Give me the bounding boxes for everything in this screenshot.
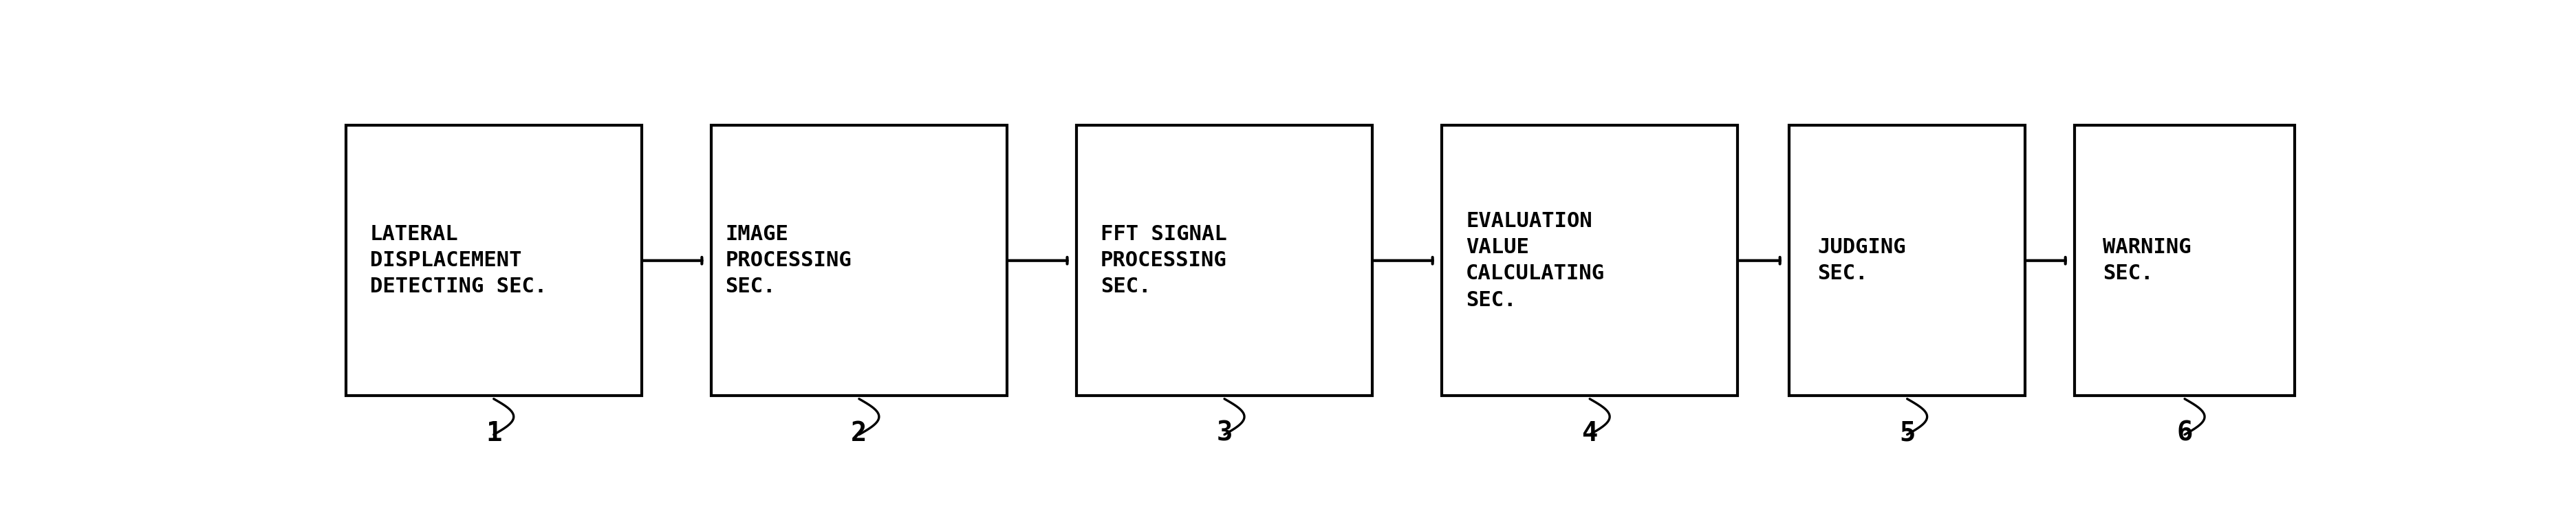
Bar [2074, 125, 2295, 396]
Text: LATERAL
DISPLACEMENT
DETECTING SEC.: LATERAL DISPLACEMENT DETECTING SEC. [371, 224, 546, 297]
Text: 6: 6 [2177, 421, 2192, 446]
Text: 1: 1 [487, 421, 502, 446]
Bar [1077, 125, 1373, 396]
Text: 2: 2 [850, 421, 868, 446]
Bar [1790, 125, 2025, 396]
Bar [711, 125, 1007, 396]
Text: 4: 4 [1582, 421, 1597, 446]
Text: 3: 3 [1216, 421, 1231, 446]
Bar [1443, 125, 1736, 396]
Bar [345, 125, 641, 396]
Text: EVALUATION
VALUE
CALCULATING
SEC.: EVALUATION VALUE CALCULATING SEC. [1466, 211, 1605, 310]
Text: IMAGE
PROCESSING
SEC.: IMAGE PROCESSING SEC. [726, 224, 853, 297]
Text: 5: 5 [1899, 421, 1914, 446]
Text: WARNING
SEC.: WARNING SEC. [2102, 237, 2192, 284]
Text: JUDGING
SEC.: JUDGING SEC. [1816, 237, 1906, 284]
Text: FFT SIGNAL
PROCESSING
SEC.: FFT SIGNAL PROCESSING SEC. [1100, 224, 1226, 297]
